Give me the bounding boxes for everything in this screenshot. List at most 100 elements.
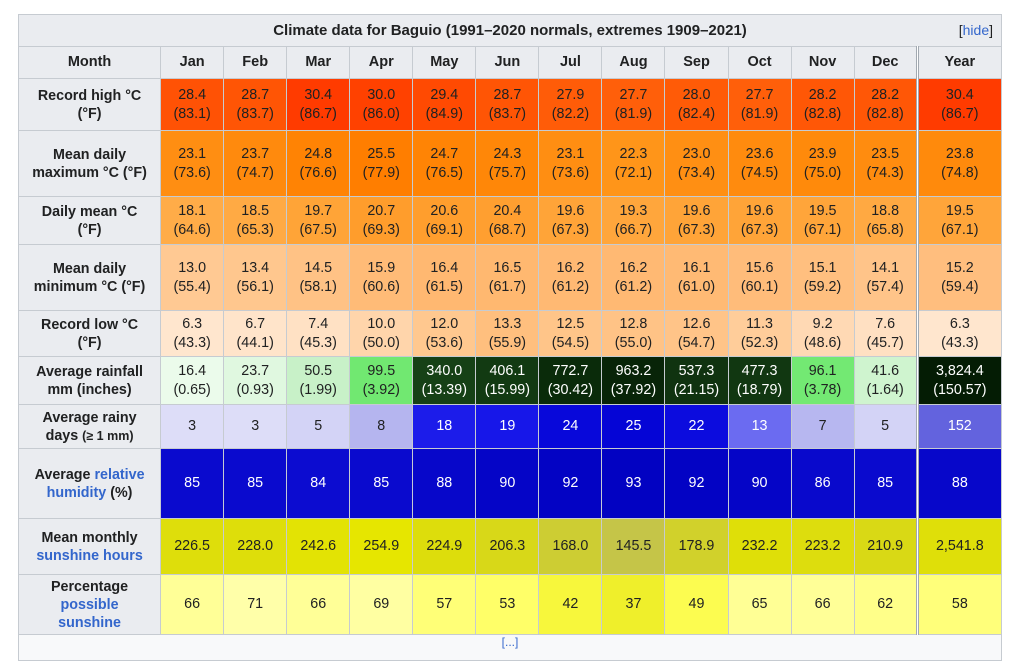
row-label-pct-sunshine: Percentage possible sunshine bbox=[17, 574, 162, 635]
cell-sunshine-hours-nov: 223.2 bbox=[790, 518, 855, 575]
link-relative-humidity[interactable]: relative humidity bbox=[46, 466, 145, 501]
hide-link[interactable]: hide bbox=[962, 22, 990, 38]
footer-reference-link[interactable]: [...] bbox=[501, 635, 519, 649]
cell-humidity-jun: 90 bbox=[475, 448, 540, 519]
cell-daily-mean-apr: 20.7 (69.3) bbox=[349, 196, 414, 245]
cell-record-low-year: 6.3 (43.3) bbox=[915, 310, 1003, 357]
label-text: Average rainy days bbox=[42, 409, 137, 444]
cell-record-high-jul: 27.9 (82.2) bbox=[538, 78, 603, 131]
column-header-dec: Dec bbox=[853, 46, 918, 79]
cell-rainy-days-year: 152 bbox=[915, 404, 1003, 449]
cell-daily-mean-nov: 19.5 (67.1) bbox=[790, 196, 855, 245]
climate-data-table: Climate data for Baguio (1991–2020 norma… bbox=[17, 14, 1003, 661]
cell-rainfall-may: 340.0 (13.39) bbox=[412, 356, 477, 405]
cell-daily-mean-sep: 19.6 (67.3) bbox=[664, 196, 729, 245]
hide-toggle[interactable]: [hide] bbox=[959, 21, 993, 40]
label-text: (≥ 1 mm) bbox=[82, 428, 134, 443]
cell-humidity-aug: 93 bbox=[601, 448, 666, 519]
row-label-rainy-days: Average rainy days (≥ 1 mm) bbox=[17, 404, 162, 449]
cell-record-low-mar: 7.4 (45.3) bbox=[286, 310, 351, 357]
cell-daily-mean-jul: 19.6 (67.3) bbox=[538, 196, 603, 245]
cell-mean-max-dec: 23.5 (74.3) bbox=[853, 130, 918, 197]
climate-table-body: Climate data for Baguio (1991–2020 norma… bbox=[17, 14, 1003, 661]
cell-sunshine-hours-sep: 178.9 bbox=[664, 518, 729, 575]
cell-rainy-days-jun: 19 bbox=[475, 404, 540, 449]
cell-record-high-nov: 28.2 (82.8) bbox=[790, 78, 855, 131]
cell-pct-sunshine-sep: 49 bbox=[664, 574, 729, 635]
column-header-may: May bbox=[412, 46, 477, 79]
cell-sunshine-hours-jan: 226.5 bbox=[160, 518, 225, 575]
cell-rainy-days-jul: 24 bbox=[538, 404, 603, 449]
column-header-mar: Mar bbox=[286, 46, 351, 79]
row-label-rainfall: Average rainfall mm (inches) bbox=[17, 356, 162, 405]
cell-record-high-jan: 28.4 (83.1) bbox=[160, 78, 225, 131]
title-row: Climate data for Baguio (1991–2020 norma… bbox=[18, 14, 1002, 47]
label-text: Average bbox=[34, 466, 95, 483]
row-record-low: Record low °C (°F) 6.3 (43.3) 6.7 (44.1) 7.4(… bbox=[17, 310, 1003, 357]
cell-daily-mean-dec: 18.8 (65.8) bbox=[853, 196, 918, 245]
column-header-aug: Aug bbox=[601, 46, 666, 79]
hide-open-bracket: [ bbox=[958, 22, 963, 38]
link-sunshine-hours[interactable]: sunshine hours bbox=[36, 547, 143, 564]
row-label-mean-max: Mean daily maximum °C (°F) bbox=[17, 130, 162, 197]
cell-mean-min-feb: 13.4 (56.1) bbox=[223, 244, 288, 311]
cell-record-low-nov: 9.2 (48.6) bbox=[790, 310, 855, 357]
cell-mean-max-apr: 25.5 (77.9) bbox=[349, 130, 414, 197]
label-text: Mean monthly bbox=[41, 529, 138, 546]
row-rainy-days: Average rainy days (≥ 1 mm) 3 3 5 8 18 19 24 25 2… bbox=[17, 404, 1003, 449]
cell-sunshine-hours-oct: 232.2 bbox=[727, 518, 792, 575]
cell-mean-max-jan: 23.1 (73.6) bbox=[160, 130, 225, 197]
cell-sunshine-hours-feb: 228.0 bbox=[223, 518, 288, 575]
cell-record-low-may: 12.0 (53.6) bbox=[412, 310, 477, 357]
cell-mean-min-mar: 14.5 (58.1) bbox=[286, 244, 351, 311]
row-mean-max: Mean daily maximum °C (°F) 23.1 (73.6) 23.7… bbox=[17, 130, 1003, 197]
cell-pct-sunshine-feb: 71 bbox=[223, 574, 288, 635]
cell-record-low-feb: 6.7 (44.1) bbox=[223, 310, 288, 357]
cell-rainy-days-nov: 7 bbox=[790, 404, 855, 449]
cell-pct-sunshine-year: 58 bbox=[915, 574, 1003, 635]
cell-humidity-nov: 86 bbox=[790, 448, 855, 519]
cell-rainy-days-oct: 13 bbox=[727, 404, 792, 449]
cell-record-low-aug: 12.8 (55.0) bbox=[601, 310, 666, 357]
cell-mean-max-jul: 23.1 (73.6) bbox=[538, 130, 603, 197]
cell-pct-sunshine-aug: 37 bbox=[601, 574, 666, 635]
row-record-high: Record high °C (°F) 28.4 (83.1) 28.7 (83.7) 3… bbox=[17, 78, 1003, 131]
cell-mean-min-jan: 13.0 (55.4) bbox=[160, 244, 225, 311]
cell-rainfall-aug: 963.2 (37.92) bbox=[601, 356, 666, 405]
row-label-humidity: Average relative humidity (%) bbox=[17, 448, 162, 519]
footer-cell: [...] bbox=[18, 634, 1002, 661]
cell-record-high-apr: 30.0 (86.0) bbox=[349, 78, 414, 131]
row-label-sunshine-hours: Mean monthly sunshine hours bbox=[17, 518, 162, 575]
cell-rainfall-mar: 50.5 (1.99) bbox=[286, 356, 351, 405]
cell-humidity-apr: 85 bbox=[349, 448, 414, 519]
cell-sunshine-hours-may: 224.9 bbox=[412, 518, 477, 575]
cell-daily-mean-jun: 20.4 (68.7) bbox=[475, 196, 540, 245]
cell-mean-min-oct: 15.6 (60.1) bbox=[727, 244, 792, 311]
cell-record-low-jun: 13.3 (55.9) bbox=[475, 310, 540, 357]
link-possible-sunshine[interactable]: possible sunshine bbox=[58, 596, 121, 631]
cell-humidity-dec: 85 bbox=[853, 448, 918, 519]
cell-pct-sunshine-mar: 66 bbox=[286, 574, 351, 635]
cell-rainy-days-apr: 8 bbox=[349, 404, 414, 449]
row-label-mean-min: Mean daily minimum °C (°F) bbox=[17, 244, 162, 311]
cell-mean-min-aug: 16.2 (61.2) bbox=[601, 244, 666, 311]
cell-rainfall-nov: 96.1 (3.78) bbox=[790, 356, 855, 405]
cell-mean-min-dec: 14.1 (57.4) bbox=[853, 244, 918, 311]
cell-daily-mean-feb: 18.5 (65.3) bbox=[223, 196, 288, 245]
cell-daily-mean-jan: 18.1 (64.6) bbox=[160, 196, 225, 245]
cell-rainfall-sep: 537.3 (21.15) bbox=[664, 356, 729, 405]
cell-rainfall-jan: 16.4 (0.65) bbox=[160, 356, 225, 405]
cell-record-high-aug: 27.7 (81.9) bbox=[601, 78, 666, 131]
cell-record-high-oct: 27.7 (81.9) bbox=[727, 78, 792, 131]
row-label-daily-mean: Daily mean °C (°F) bbox=[17, 196, 162, 245]
cell-rainfall-dec: 41.6 (1.64) bbox=[853, 356, 918, 405]
cell-rainy-days-feb: 3 bbox=[223, 404, 288, 449]
cell-sunshine-hours-apr: 254.9 bbox=[349, 518, 414, 575]
cell-mean-min-jul: 16.2 (61.2) bbox=[538, 244, 603, 311]
cell-rainy-days-aug: 25 bbox=[601, 404, 666, 449]
hide-close-bracket: ] bbox=[989, 22, 993, 38]
cell-rainfall-apr: 99.5 (3.92) bbox=[349, 356, 414, 405]
cell-record-high-dec: 28.2 (82.8) bbox=[853, 78, 918, 131]
cell-mean-min-sep: 16.1 (61.0) bbox=[664, 244, 729, 311]
cell-rainy-days-dec: 5 bbox=[853, 404, 918, 449]
